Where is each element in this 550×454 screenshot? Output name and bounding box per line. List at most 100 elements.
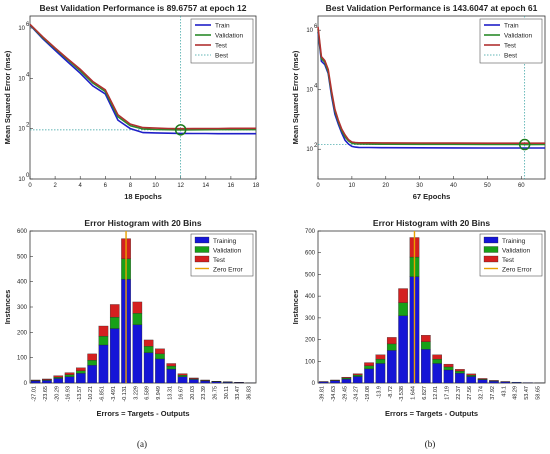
bar-training: [477, 379, 488, 384]
x-tick-label: 9.949: [156, 386, 162, 400]
caption-a: (a): [137, 439, 147, 449]
x-tick-label: -34.63: [331, 386, 337, 402]
bar-validation: [109, 316, 120, 329]
x-tick-label: -29.45: [342, 386, 348, 402]
x-tick-label: -23.65: [43, 386, 49, 402]
bar-validation: [64, 374, 75, 377]
x-tick-label: 50: [484, 183, 491, 189]
legend-label: Train: [215, 23, 230, 30]
y-tick-exponent: 4: [314, 84, 318, 90]
legend-label: Zero Error: [213, 267, 243, 274]
bar-test: [155, 348, 165, 355]
bar-validation: [155, 353, 165, 360]
bar-test: [477, 378, 488, 380]
bar-test: [432, 354, 442, 360]
best-marker: [518, 138, 531, 151]
chart-title: Best Validation Performance is 89.6757 a…: [40, 3, 247, 13]
x-axis-label: Errors = Targets - Outputs: [385, 409, 478, 418]
bar-test: [398, 288, 408, 303]
y-tick-exponent: 0: [26, 173, 30, 179]
bar-training: [443, 369, 454, 384]
bar-training: [143, 352, 154, 384]
bar-test: [364, 362, 374, 366]
bar-test: [200, 379, 210, 381]
bar-training: [200, 380, 210, 384]
y-axis-label: Mean Squared Error (mse): [291, 50, 300, 144]
bar-validation: [443, 366, 454, 371]
bar-training: [398, 315, 408, 384]
bar-validation: [76, 370, 86, 374]
x-axis-label: Errors = Targets - Outputs: [96, 409, 189, 418]
y-tick-label: 10: [18, 26, 25, 32]
bar-training: [155, 358, 165, 384]
bar-validation: [132, 313, 143, 325]
x-tick-label: -24.27: [354, 386, 360, 402]
x-tick-label: 30.11: [224, 386, 230, 399]
bar-training: [109, 328, 120, 384]
y-tick-exponent: 2: [314, 143, 318, 149]
bar-training: [432, 363, 442, 384]
bar-validation: [421, 341, 431, 350]
x-tick-label: 8: [129, 183, 133, 189]
legend-box: [479, 18, 543, 64]
legend-swatch: [483, 246, 499, 253]
bar-training: [76, 373, 86, 384]
y-axis-label: Instances: [3, 290, 12, 325]
bar-test: [87, 353, 97, 361]
x-tick-label: 22.37: [456, 386, 462, 400]
chart-title: Error Histogram with 20 Bins: [373, 218, 490, 228]
x-tick-label: 13.31: [167, 386, 173, 400]
y-tick-label: 200: [17, 330, 28, 336]
y-tick-label: 300: [305, 316, 316, 322]
legend-swatch: [483, 236, 499, 244]
x-tick-label: 23.39: [201, 386, 207, 400]
bar-test: [352, 373, 363, 376]
y-tick-label: 10: [18, 127, 25, 133]
y-tick-label: 10: [306, 88, 313, 94]
bar-training: [64, 376, 75, 384]
bar-test: [53, 375, 64, 378]
legend-label: Test: [213, 257, 225, 264]
bar-training: [375, 363, 386, 384]
error-histogram-1: Error Histogram with 20 Bins 0 100 200 300 40…: [3, 218, 257, 418]
chart-title: Best Validation Performance is 143.6047 …: [326, 3, 538, 13]
y-tick-label: 0: [312, 381, 316, 387]
bar-test: [166, 363, 177, 367]
x-tick-label: -13.57: [77, 386, 83, 402]
x-tick-label: 18: [253, 183, 260, 189]
y-tick-label: 0: [24, 381, 28, 387]
y-tick-label: 400: [17, 280, 28, 286]
legend-label: Test: [504, 43, 516, 50]
y-tick-exponent: 4: [26, 72, 30, 78]
bar-training: [189, 379, 199, 384]
bar-test: [143, 339, 154, 347]
x-tick-label: -13.9: [376, 386, 382, 399]
bar-test: [189, 377, 199, 379]
x-tick-label: 40: [450, 183, 457, 189]
bar-validation: [87, 360, 97, 366]
bar-training: [87, 365, 97, 384]
bar-test: [76, 367, 86, 371]
x-tick-label: 6: [104, 183, 108, 189]
y-tick-label: 10: [306, 28, 313, 34]
x-tick-label: 43.1: [501, 386, 507, 397]
bar-test: [466, 373, 477, 376]
legend-swatch: [194, 236, 210, 244]
y-tick-label: 400: [305, 294, 316, 300]
x-tick-label: 12: [177, 183, 184, 189]
bar-test: [386, 337, 397, 345]
series-line-test: [317, 26, 545, 144]
x-tick-label: 10: [152, 183, 159, 189]
x-tick-label: 14: [202, 183, 209, 189]
legend-swatch: [194, 255, 210, 263]
bar-training: [386, 350, 397, 384]
x-tick-label: 30: [416, 183, 423, 189]
x-tick-label: 0: [28, 183, 32, 189]
y-tick-label: 500: [305, 272, 316, 278]
legend-label: Best: [215, 53, 228, 60]
bar-training: [166, 368, 177, 384]
bar-test: [421, 335, 431, 342]
bar-test: [455, 369, 465, 372]
bar-training: [53, 378, 64, 384]
y-tick-label: 700: [305, 229, 316, 235]
